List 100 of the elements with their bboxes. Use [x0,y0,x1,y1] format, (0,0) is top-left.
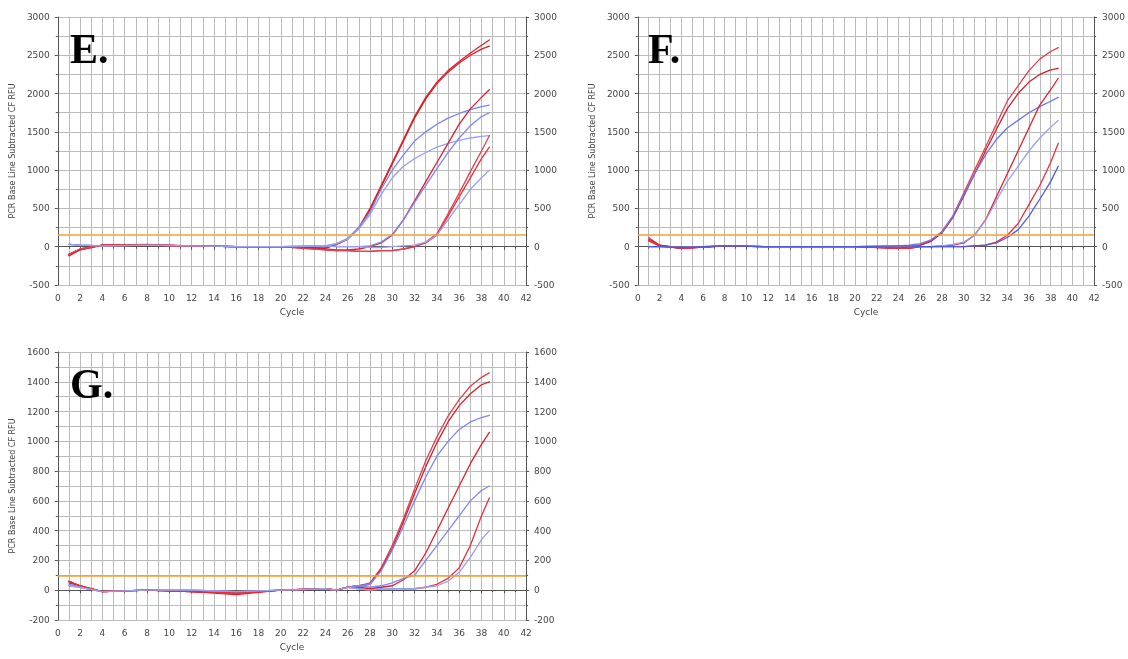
y-tick-label: 1500 [26,126,51,137]
y-axis-title: PCR Base Line Subtracted CF RFU [587,83,597,219]
x-tick-label: 24 [892,292,905,303]
x-tick-label: 34 [431,292,443,303]
x-tick-label: 22 [297,627,309,638]
x-tick-label: 6 [121,627,128,638]
x-tick-label: 18 [252,627,265,638]
x-tick-label: 24 [319,627,332,638]
chart-title: G. [70,361,114,407]
y2-tick-label: 2500 [534,50,558,61]
y2-tick-label: 2000 [1102,88,1126,99]
y2-tick-label: 1600 [534,347,558,357]
x-tick-label: 14 [784,292,796,303]
y-tick-label: 1000 [26,165,51,176]
x-tick-label: 0 [634,292,641,303]
y-tick-label: 400 [32,525,51,536]
x-axis-title: Cycle [279,306,305,317]
x-tick-label: 10 [163,292,176,303]
x-tick-label: 22 [297,292,309,303]
y2-tick-label: 0 [534,241,541,252]
x-tick-label: 40 [498,292,510,303]
y2-tick-label: 0 [1102,241,1109,252]
x-tick-label: 2 [656,292,663,303]
y2-tick-label: 2500 [1102,50,1126,61]
x-tick-label: 36 [1023,292,1035,303]
y-tick-label: 2000 [26,88,51,99]
x-tick-label: 0 [54,292,61,303]
x-tick-label: 16 [230,627,243,638]
x-tick-label: 14 [208,292,220,303]
y2-tick-label: 3000 [534,12,558,22]
y2-tick-label: 1200 [534,406,558,417]
x-tick-label: 18 [827,292,840,303]
x-tick-label: 6 [700,292,707,303]
y-tick-label: 0 [44,585,51,596]
y-tick-label: 600 [32,495,51,506]
x-tick-label: 10 [163,627,176,638]
y-tick-label: 500 [32,203,51,214]
x-tick-label: 30 [386,627,399,638]
x-tick-label: 36 [453,627,466,638]
x-tick-label: 40 [1066,292,1079,303]
y-tick-label: 3000 [606,12,631,22]
x-tick-label: 42 [1088,292,1100,303]
x-tick-label: 8 [721,292,728,303]
y2-tick-label: 1500 [1102,126,1126,137]
x-tick-label: 16 [805,292,818,303]
y-tick-label: 500 [612,203,631,214]
x-tick-label: 2 [77,292,83,303]
y2-tick-label: 500 [1102,203,1120,214]
chart-title: E. [70,26,109,72]
x-tick-label: 12 [185,292,198,303]
y2-tick-label: 600 [534,495,552,506]
y2-tick-label: 1000 [534,165,558,176]
x-tick-label: 20 [275,627,287,638]
x-tick-label: 20 [849,292,862,303]
x-tick-label: 8 [144,627,151,638]
y-tick-label: 3000 [26,12,51,22]
y2-tick-label: 1400 [534,376,558,387]
x-tick-label: 18 [252,292,265,303]
x-tick-label: 12 [185,627,198,638]
y-axis-title: PCR Base Line Subtracted CF RFU [7,418,17,554]
y-tick-label: 200 [32,555,51,566]
x-tick-label: 12 [762,292,774,303]
x-tick-label: 34 [1001,292,1014,303]
x-tick-label: 2 [77,627,83,638]
y2-tick-label: 3000 [1102,12,1126,22]
y-tick-label: 2500 [606,50,631,61]
x-tick-label: 28 [364,292,376,303]
y-tick-label: 1500 [606,126,631,137]
y-tick-label: 800 [32,466,51,477]
x-tick-label: 38 [1044,292,1057,303]
y2-tick-label: 200 [534,555,552,566]
y-tick-label: 2500 [26,50,51,61]
chart-title: F. [648,26,681,72]
x-tick-label: 0 [54,627,61,638]
y-tick-label: 1000 [26,436,51,447]
x-tick-label: 8 [144,292,151,303]
y2-tick-label: 1000 [1102,165,1126,176]
y-tick-label: 0 [44,241,51,252]
x-tick-label: 10 [740,292,753,303]
x-tick-label: 42 [520,627,532,638]
y2-tick-label: -500 [534,280,555,290]
x-tick-label: 40 [498,627,510,638]
x-tick-label: 26 [341,292,354,303]
y2-tick-label: 1500 [534,126,558,137]
y-tick-label: 1200 [26,406,51,417]
y2-tick-label: 400 [534,525,552,536]
y2-tick-label: 800 [534,466,552,477]
x-tick-label: 38 [475,292,488,303]
x-tick-label: 30 [386,292,399,303]
x-tick-label: 28 [364,627,376,638]
y-tick-label: -500 [609,280,631,290]
y2-tick-label: 2000 [534,88,558,99]
x-tick-label: 38 [475,627,488,638]
y-tick-label: -500 [29,280,51,290]
x-axis-title: Cycle [279,641,305,652]
y-tick-label: 0 [624,241,631,252]
x-tick-label: 28 [936,292,948,303]
x-tick-label: 30 [958,292,970,303]
x-tick-label: 32 [408,627,421,638]
y2-tick-label: -500 [1102,280,1123,290]
